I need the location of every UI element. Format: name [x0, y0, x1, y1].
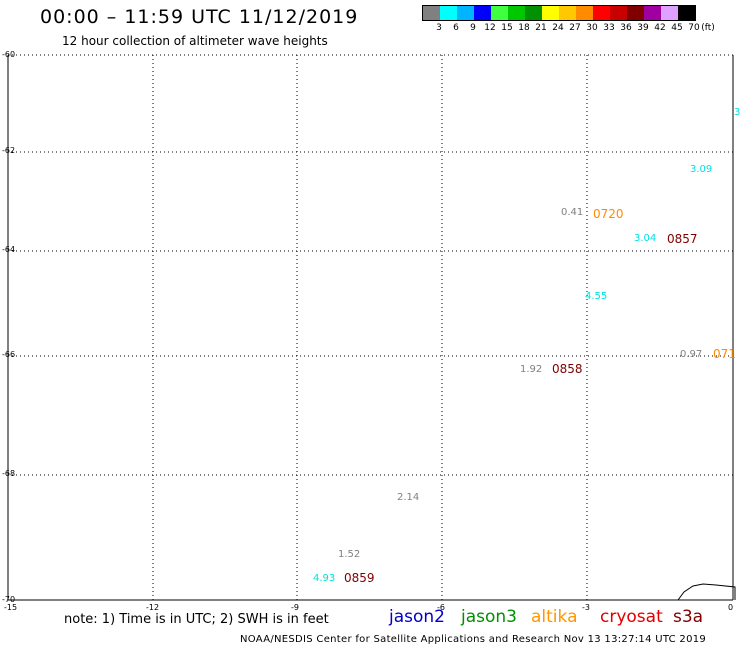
legend-label: 21: [535, 23, 547, 33]
lon-tick-label: -6: [437, 603, 445, 612]
legend-label: 45: [671, 23, 683, 33]
legend-label: 6: [453, 23, 459, 33]
legend-swatch: [678, 6, 695, 20]
legend-labels: 3 6 9 12 15 18 21 24 27 30 33 36 39 42 45 70 (ft): [422, 21, 715, 35]
legend-label: 36: [620, 23, 632, 33]
lat-tick-label: -64: [2, 245, 16, 254]
legend-label: 9: [470, 23, 476, 33]
satellite-legend-jason3: jason3: [461, 607, 517, 627]
satellite-legend-cryosat: cryosat: [600, 607, 663, 627]
color-legend: 3 6 9 12 15 18 21 24 27 30 33 36 39 42 45 70 (ft): [422, 5, 715, 35]
swh-value-label: 0.41: [561, 207, 584, 218]
pass-time-label: 0859: [344, 571, 375, 585]
legend-swatch: [457, 6, 474, 20]
swh-value-label: 1.52: [338, 549, 361, 560]
swh-value-label: 3.09: [690, 164, 713, 175]
legend-label: 42: [654, 23, 666, 33]
legend-swatch: [508, 6, 525, 20]
pass-time-label: 0720: [593, 207, 624, 221]
units-note: note: 1) Time is in UTC; 2) SWH is in fe…: [64, 612, 329, 627]
lon-tick-label: -9: [291, 603, 299, 612]
lat-tick-label: -70: [2, 595, 16, 604]
grid-lines: [7, 54, 734, 601]
satellite-legend-jason2: jason2: [389, 607, 445, 627]
lat-tick-label: -68: [2, 469, 16, 478]
legend-label: 30: [586, 23, 598, 33]
legend-swatch: [440, 6, 457, 20]
satellite-legend-altika: altika: [531, 607, 578, 627]
swh-value-label: 4.93: [313, 573, 336, 584]
coastline: [677, 583, 736, 601]
legend-label: 24: [552, 23, 564, 33]
swh-value-label: 3.04: [634, 233, 657, 244]
legend-label: 33: [603, 23, 615, 33]
legend-label: 39: [637, 23, 649, 33]
legend-swatch: [576, 6, 593, 20]
legend-label: 3: [436, 23, 442, 33]
lat-tick-label: -66: [2, 350, 16, 359]
satellite-legend-s3a: s3a: [673, 607, 704, 627]
legend-swatch: [474, 6, 491, 20]
legend-swatch: [423, 6, 440, 20]
map-title: 00:00 – 11:59 UTC 11/12/2019: [40, 6, 359, 28]
lon-tick-label: -12: [146, 603, 160, 612]
legend-swatch: [661, 6, 678, 20]
swh-value-label: 4.55: [585, 291, 608, 302]
map-subtitle: 12 hour collection of altimeter wave hei…: [62, 34, 328, 48]
pass-time-label: 0858: [552, 362, 583, 376]
lon-tick-label: 0: [728, 603, 734, 612]
swh-value-label: 1.92: [520, 364, 543, 375]
legend-swatch: [542, 6, 559, 20]
legend-swatch: [559, 6, 576, 20]
swh-value-label: 3: [734, 107, 740, 118]
legend-swatch: [491, 6, 508, 20]
legend-label: 12: [484, 23, 496, 33]
swh-value-label: 2.14: [397, 492, 420, 503]
legend-label: 15: [501, 23, 513, 33]
legend-swatch: [525, 6, 542, 20]
pass-time-label: 071: [713, 347, 736, 361]
lon-tick-label: -3: [582, 603, 590, 612]
lat-tick-label: -62: [2, 146, 16, 155]
legend-swatch: [610, 6, 627, 20]
swh-value-label: 0.97: [680, 349, 703, 360]
legend-swatch: [627, 6, 644, 20]
footer-credit: NOAA/NESDIS Center for Satellite Applica…: [240, 634, 707, 645]
lon-tick-label: -15: [4, 603, 18, 612]
legend-swatches: [422, 5, 696, 21]
lat-tick-label: -60: [2, 50, 16, 59]
pass-time-label: 0857: [667, 232, 698, 246]
legend-label: 27: [569, 23, 581, 33]
legend-label: 70: [688, 23, 700, 33]
legend-label: 18: [518, 23, 530, 33]
legend-swatch: [644, 6, 661, 20]
legend-unit: (ft): [701, 23, 715, 33]
legend-swatch: [593, 6, 610, 20]
